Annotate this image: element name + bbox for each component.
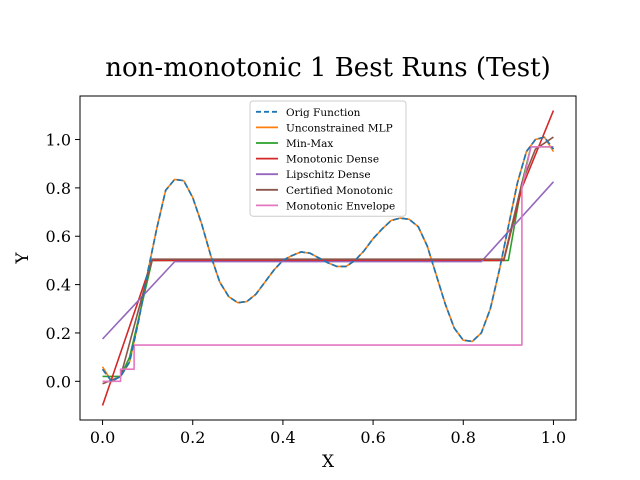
legend-label: Lipschitz Dense (286, 169, 371, 181)
series-line-monotonic-dense (101, 110, 555, 406)
legend: Orig Function Unconstrained MLP Min-Max Mon… (249, 100, 407, 217)
y-axis-label: Y (13, 252, 33, 265)
y-tick-label: 0.2 (46, 324, 71, 343)
y-tick-label: 0.6 (46, 227, 71, 246)
y-tick-label: 0.0 (46, 372, 71, 391)
x-tick-label: 0.4 (270, 428, 295, 447)
x-tick-label: 0.8 (451, 428, 476, 447)
legend-label: Monotonic Envelope (286, 200, 395, 212)
x-axis-ticks: 0.0 0.2 0.4 0.6 0.8 1.0 (90, 420, 566, 447)
y-tick-label: 0.8 (46, 179, 71, 198)
axes-frame (79, 95, 577, 421)
legend-label: Unconstrained MLP (286, 122, 393, 134)
series-layer (101, 110, 555, 406)
legend-box (249, 100, 407, 217)
legend-label: Certified Monotonic (286, 185, 393, 197)
legend-label: Orig Function (286, 107, 361, 119)
x-tick-label: 1.0 (541, 428, 566, 447)
x-tick-label: 0.0 (90, 428, 115, 447)
series-line-orig-function-overlay (101, 136, 555, 383)
x-axis-label: X (322, 452, 335, 472)
y-tick-label: 0.4 (46, 276, 71, 295)
x-tick-label: 0.2 (180, 428, 205, 447)
series-line-lipschitz-dense (101, 181, 555, 340)
y-axis-ticks: 0.0 0.2 0.4 0.6 0.8 1.0 (46, 131, 80, 391)
chart-title: non-monotonic 1 Best Runs (Test) (105, 53, 550, 83)
y-tick-label: 1.0 (46, 131, 71, 150)
legend-label: Monotonic Dense (286, 154, 379, 166)
legend-label: Min-Max (286, 138, 333, 150)
x-tick-label: 0.6 (360, 428, 385, 447)
